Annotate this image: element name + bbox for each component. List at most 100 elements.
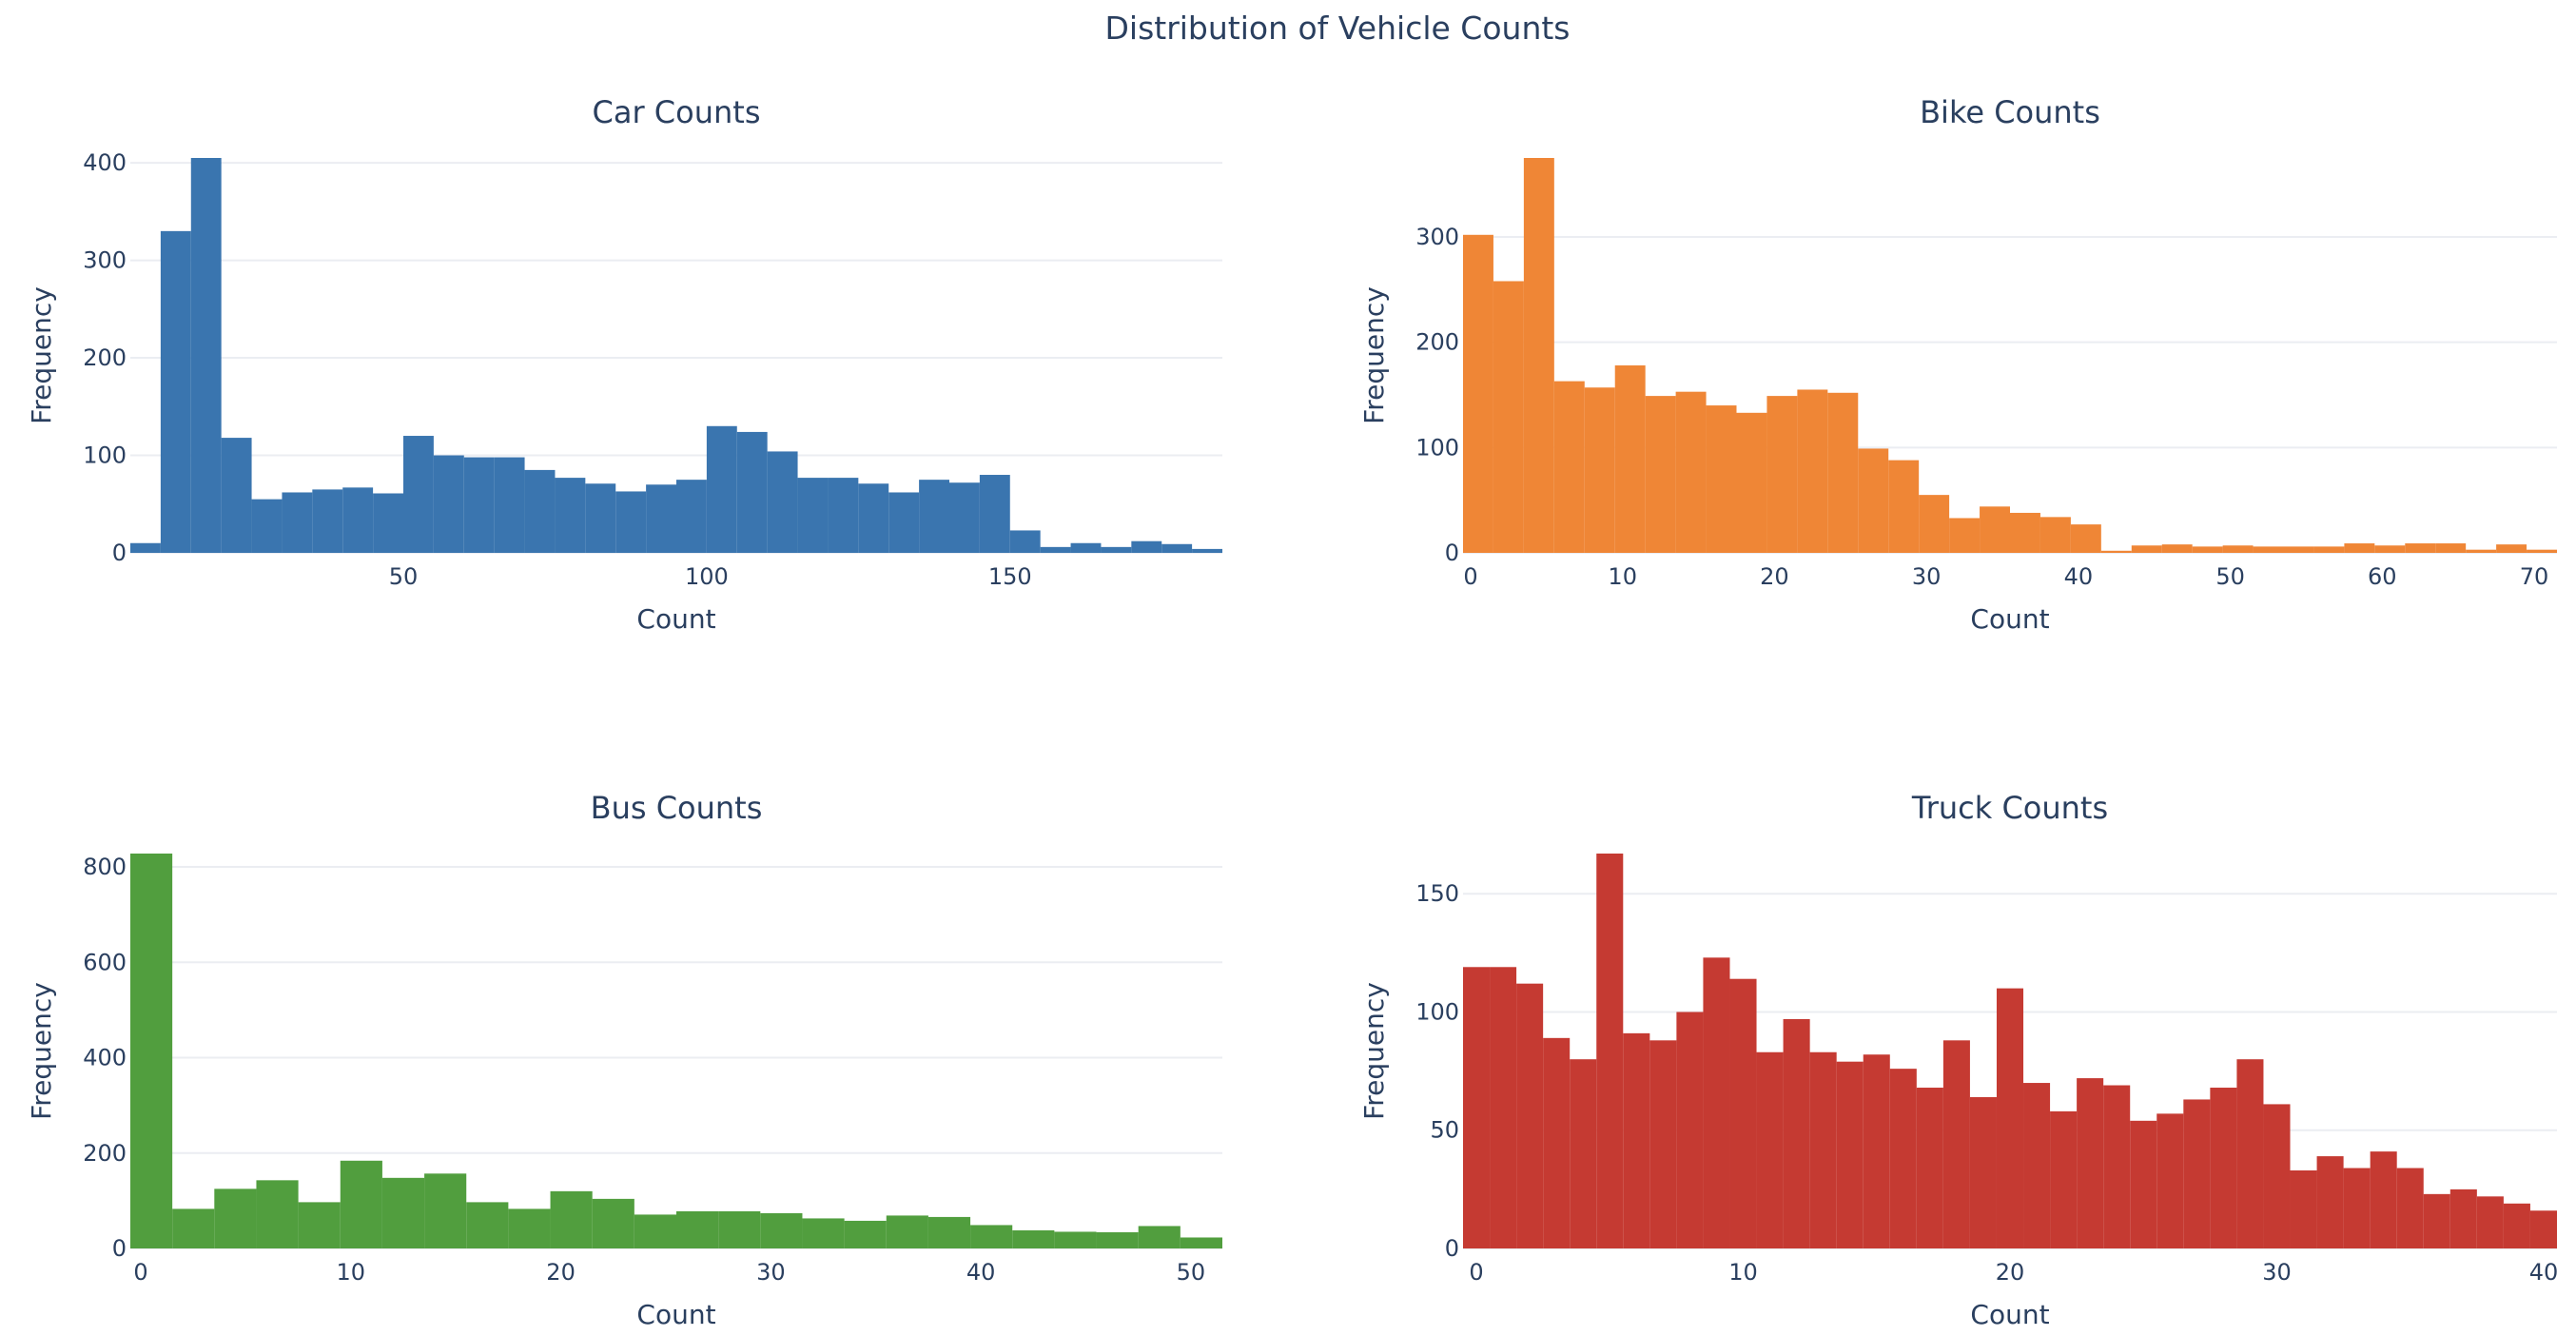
histogram-bar [634, 1214, 676, 1248]
histogram-bar [1919, 495, 1950, 553]
histogram-bar [927, 1216, 971, 1248]
histogram-bar [949, 482, 980, 553]
histogram-bar [1645, 396, 1676, 553]
y-tick-label: 100 [1415, 998, 1459, 1025]
histogram-bar [1570, 1059, 1597, 1248]
x-tick-label: 0 [1469, 1259, 1483, 1286]
histogram-bar [1783, 1018, 1810, 1248]
histogram-bar [508, 1208, 551, 1248]
histogram-bar [1676, 1012, 1704, 1248]
x-tick-label: 50 [2215, 563, 2245, 590]
histogram-bar [2313, 546, 2345, 553]
x-tick-label: 30 [1912, 563, 1942, 590]
histogram-bar [214, 1189, 257, 1248]
histogram-bar [767, 451, 798, 553]
histogram-bar [1916, 1088, 1943, 1248]
histogram-bar [1756, 1051, 1784, 1248]
x-tick-label: 30 [2262, 1259, 2292, 1286]
histogram-bar [2183, 1099, 2211, 1248]
histogram-bar [676, 1210, 719, 1248]
histogram-bar [1969, 1096, 1997, 1248]
x-tick-label: 70 [2520, 563, 2549, 590]
histogram-bar [1584, 387, 1615, 553]
x-tick-label: 10 [1608, 563, 1637, 590]
x-axis-label: Count [1970, 1299, 2049, 1330]
histogram-bar [466, 1202, 509, 1248]
histogram-bar [2077, 1078, 2104, 1248]
histogram-bar [2131, 545, 2162, 553]
histogram-bar [555, 478, 586, 553]
histogram-bar [1192, 548, 1222, 553]
histogram-bar [342, 487, 374, 553]
x-tick-label: 10 [1728, 1259, 1758, 1286]
x-axis-label: Count [636, 603, 715, 635]
histogram-bar [585, 483, 616, 553]
histogram-bar [1649, 1040, 1677, 1248]
histogram-bar [1809, 1051, 1837, 1248]
histogram-bar [1614, 365, 1646, 553]
histogram-bar [403, 436, 434, 553]
histogram-bar [1516, 983, 1544, 1248]
subplot-title: Bus Counts [591, 790, 763, 826]
histogram-bar [1523, 158, 1554, 553]
y-tick-label: 0 [112, 1235, 127, 1262]
y-tick-label: 400 [83, 149, 127, 176]
y-tick-label: 600 [83, 949, 127, 975]
y-axis-label: Frequency [1358, 982, 1390, 1120]
figure-title: Distribution of Vehicle Counts [1104, 10, 1570, 47]
histogram-bar [1949, 518, 1981, 553]
histogram-bar [858, 483, 889, 553]
x-tick-label: 10 [337, 1259, 366, 1286]
histogram-bar [1766, 396, 1798, 553]
histogram-bar [550, 1190, 593, 1248]
histogram-bar [2374, 545, 2406, 553]
histogram-bar [2405, 543, 2436, 553]
y-tick-label: 800 [83, 854, 127, 880]
histogram-bar [2253, 546, 2284, 553]
y-tick-label: 50 [1430, 1117, 1459, 1144]
histogram-bar [1101, 546, 1132, 553]
histogram-bar [828, 478, 859, 553]
histogram-bar [592, 1198, 634, 1248]
histogram-bar [172, 1208, 215, 1248]
histogram-bar [190, 158, 222, 553]
histogram-bar [2343, 1168, 2371, 1248]
histogram-bar [886, 1215, 928, 1248]
histogram-bar [2156, 1113, 2184, 1248]
histogram-bar [2344, 543, 2375, 553]
histogram-bar [1703, 957, 1730, 1248]
histogram-bar [130, 542, 161, 553]
histogram-bar [2263, 1104, 2291, 1248]
histogram-bar [2103, 1085, 2131, 1248]
histogram-bar [256, 1180, 299, 1248]
histogram-bar [2466, 549, 2497, 553]
x-tick-label: 150 [988, 563, 1032, 590]
histogram-bar [797, 478, 829, 553]
x-tick-label: 50 [1177, 1259, 1206, 1286]
histogram-bar [160, 230, 191, 553]
subplot-title: Truck Counts [1911, 790, 2108, 826]
histogram-bar [494, 457, 525, 553]
y-tick-label: 150 [1415, 880, 1459, 907]
histogram-bar [1054, 1231, 1097, 1248]
histogram-bar [1836, 1061, 1864, 1248]
histogram-bar [424, 1173, 467, 1248]
histogram-bar [2449, 1189, 2477, 1248]
histogram-bar [970, 1225, 1013, 1248]
histogram-bar [888, 492, 920, 553]
histogram-bar [1180, 1237, 1222, 1248]
histogram-bar [2010, 512, 2040, 553]
histogram-bar [312, 489, 343, 553]
histogram-bar [1490, 967, 1517, 1248]
x-tick-label: 20 [546, 1259, 576, 1286]
x-tick-label: 60 [2368, 563, 2397, 590]
histogram-bar [919, 480, 949, 553]
histogram-bar [1096, 1231, 1139, 1248]
histogram-bar [1553, 381, 1585, 553]
histogram-bar [1543, 1037, 1571, 1248]
histogram-bar [2423, 1193, 2450, 1248]
histogram-bar [2503, 1203, 2530, 1248]
x-axis-label: Count [1970, 603, 2049, 635]
y-tick-label: 200 [1415, 329, 1459, 356]
